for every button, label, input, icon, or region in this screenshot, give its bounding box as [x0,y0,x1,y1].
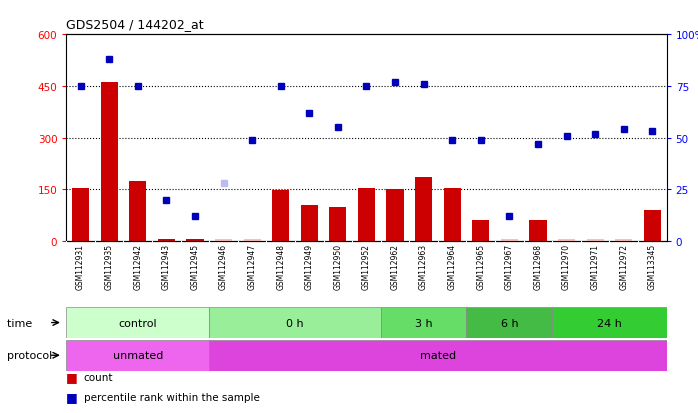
Bar [415,178,432,242]
Text: GSM112935: GSM112935 [105,244,114,290]
Bar [586,240,604,242]
Bar [552,307,667,338]
Bar [466,307,552,338]
Text: GSM112972: GSM112972 [619,244,628,290]
Bar [101,83,118,242]
Bar [186,240,204,242]
Text: GSM112942: GSM112942 [133,244,142,290]
Bar [387,190,403,242]
Text: ■: ■ [66,370,78,384]
Bar [615,240,632,242]
Bar [380,307,466,338]
Text: value, Detection Call = ABSENT: value, Detection Call = ABSENT [84,412,249,413]
Bar [66,340,209,371]
Bar [329,207,346,242]
Bar [358,188,375,242]
Text: GSM112949: GSM112949 [305,244,314,290]
Bar [529,221,547,242]
Text: GSM113345: GSM113345 [648,244,657,290]
Bar [209,340,667,371]
Text: GSM112943: GSM112943 [162,244,171,290]
Text: GSM112962: GSM112962 [391,244,399,290]
Text: GSM112964: GSM112964 [447,244,456,290]
Bar [558,240,575,242]
Text: GSM112945: GSM112945 [191,244,200,290]
Text: 3 h: 3 h [415,318,433,328]
Text: GSM112952: GSM112952 [362,244,371,290]
Bar [244,240,260,242]
Bar [66,307,209,338]
Text: GSM112947: GSM112947 [248,244,257,290]
Text: GSM112970: GSM112970 [562,244,571,290]
Text: GSM112968: GSM112968 [533,244,542,290]
Text: 24 h: 24 h [597,318,622,328]
Text: percentile rank within the sample: percentile rank within the sample [84,392,260,402]
Bar [500,240,518,242]
Text: GSM112963: GSM112963 [419,244,428,290]
Text: time: time [7,318,39,328]
Bar [644,211,661,242]
Bar [158,240,175,242]
Text: control: control [119,318,157,328]
Text: unmated: unmated [112,350,163,361]
Bar [215,240,232,242]
Text: GSM112967: GSM112967 [505,244,514,290]
Text: ■: ■ [66,390,78,404]
Text: GSM112950: GSM112950 [334,244,342,290]
Bar [473,221,489,242]
Text: 6 h: 6 h [500,318,518,328]
Text: GSM112948: GSM112948 [276,244,285,290]
Bar [444,188,461,242]
Bar [272,191,289,242]
Text: GDS2504 / 144202_at: GDS2504 / 144202_at [66,18,204,31]
Text: mated: mated [420,350,456,361]
Text: count: count [84,372,113,382]
Text: GSM112971: GSM112971 [591,244,600,290]
Bar [209,307,380,338]
Bar [72,188,89,242]
Text: ■: ■ [66,410,78,413]
Text: GSM112965: GSM112965 [476,244,485,290]
Text: GSM112946: GSM112946 [219,244,228,290]
Text: 0 h: 0 h [286,318,304,328]
Bar [301,206,318,242]
Text: GSM112931: GSM112931 [76,244,85,290]
Text: protocol: protocol [7,350,59,361]
Bar [129,181,147,242]
